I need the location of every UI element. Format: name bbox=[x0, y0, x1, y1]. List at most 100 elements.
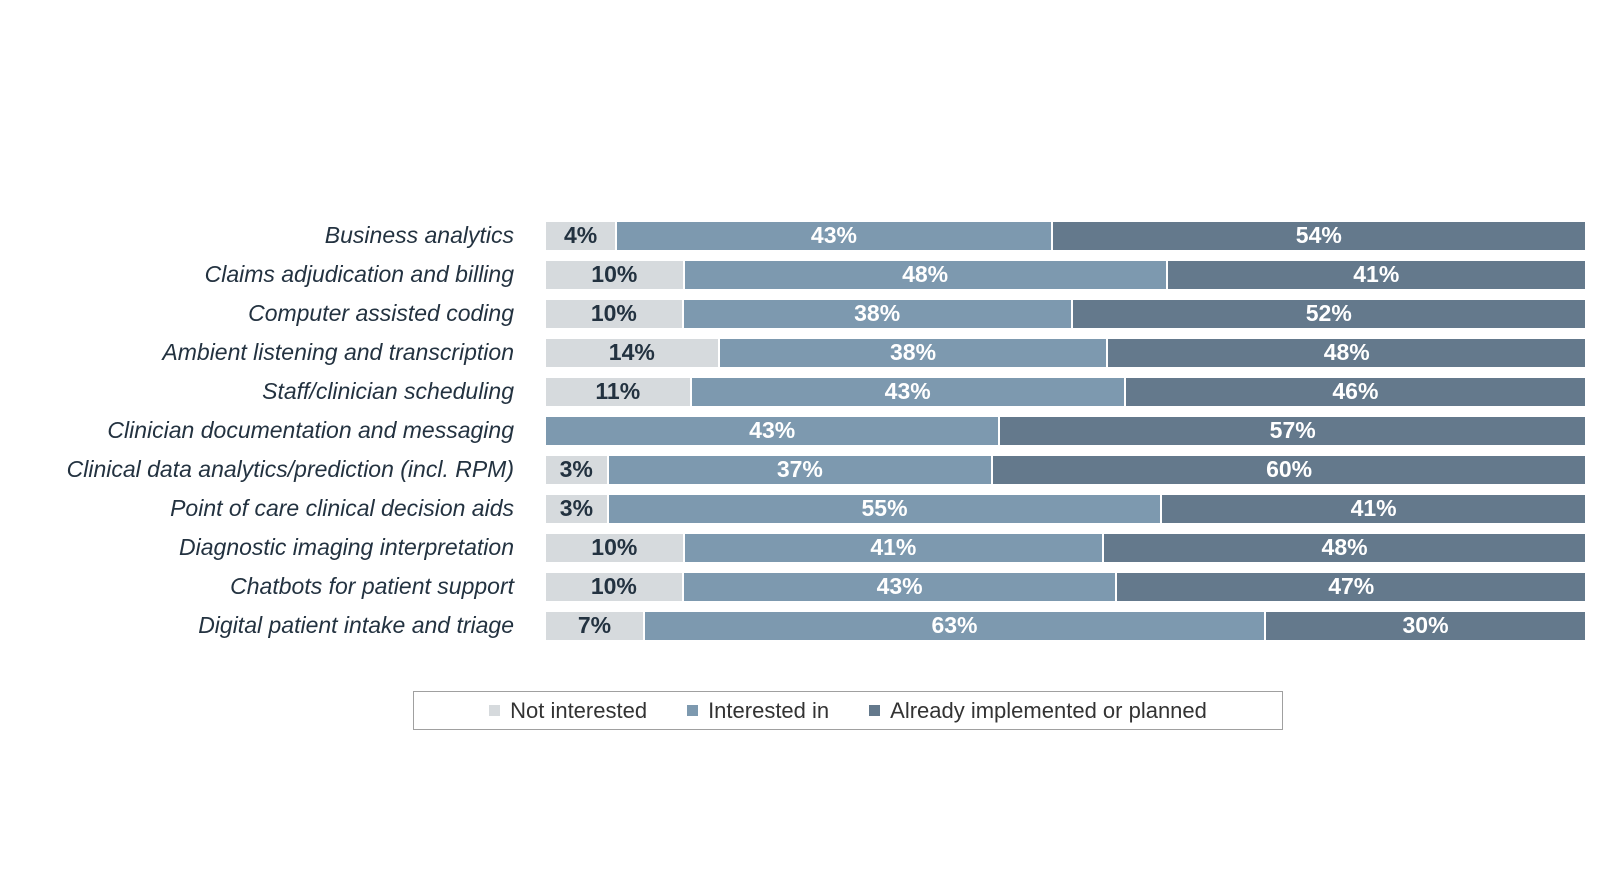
segment-value-label: 48% bbox=[902, 261, 949, 287]
segment-value-label: 43% bbox=[749, 417, 796, 443]
category-label: Diagnostic imaging interpretation bbox=[179, 534, 514, 560]
legend-label: Already implemented or planned bbox=[890, 697, 1207, 723]
chart-row: Chatbots for patient support 10% 43% 47% bbox=[0, 567, 1586, 606]
segment-value-label: 54% bbox=[1295, 222, 1342, 248]
segment-value-label: 3% bbox=[559, 495, 594, 521]
segment-value-label: 43% bbox=[884, 378, 931, 404]
segment-value-label: 46% bbox=[1332, 378, 1379, 404]
category-label: Computer assisted coding bbox=[248, 300, 514, 326]
bar-segment: 43% bbox=[691, 377, 1124, 406]
segment-value-label: 57% bbox=[1269, 417, 1316, 443]
bar-segment: 43% bbox=[546, 416, 999, 445]
bar-segment: 3% bbox=[546, 455, 607, 484]
stacked-bar: 43% 57% bbox=[546, 416, 1585, 445]
chart-row: Computer assisted coding 10% 38% 52% bbox=[0, 294, 1585, 333]
bar-segment: 11% bbox=[546, 377, 690, 406]
bar-segment: 38% bbox=[683, 299, 1071, 328]
category-label: Clinical data analytics/prediction (incl… bbox=[66, 456, 514, 482]
category-label: Chatbots for patient support bbox=[230, 573, 514, 599]
bar-segment: 10% bbox=[546, 533, 683, 562]
segment-value-label: 48% bbox=[1321, 534, 1368, 560]
segment-value-label: 30% bbox=[1402, 612, 1449, 638]
segment-value-label: 48% bbox=[1323, 339, 1370, 365]
segment-value-label: 7% bbox=[577, 612, 612, 638]
legend-label: Interested in bbox=[708, 697, 830, 723]
segment-value-label: 10% bbox=[591, 261, 638, 287]
chart-row: Point of care clinical decision aids 3% 55… bbox=[0, 489, 1585, 528]
legend-label: Not interested bbox=[510, 697, 648, 723]
stacked-bar-plot: Business analytics 4% 43% 54% Claims adjudic… bbox=[0, 216, 1586, 645]
segment-value-label: 41% bbox=[1353, 261, 1400, 287]
bar-segment: 48% bbox=[684, 260, 1166, 289]
stacked-bar: 10% 48% 41% bbox=[546, 260, 1585, 289]
category-label: Clinician documentation and messaging bbox=[107, 417, 514, 443]
category-label: Point of care clinical decision aids bbox=[170, 495, 514, 521]
stacked-bar: 7% 63% 30% bbox=[546, 611, 1585, 640]
chart-row: Digital patient intake and triage 7% 63% 30… bbox=[0, 606, 1585, 645]
segment-value-label: 55% bbox=[861, 495, 908, 521]
bar-segment: 10% bbox=[546, 299, 682, 328]
bar-segment: 63% bbox=[644, 611, 1265, 640]
legend-marker-icon bbox=[687, 705, 699, 716]
chart-row: Clinical data analytics/prediction (incl… bbox=[0, 450, 1586, 489]
stacked-bar: 3% 55% 41% bbox=[546, 494, 1585, 523]
bar-segment: 38% bbox=[719, 338, 1107, 367]
category-label: Ambient listening and transcription bbox=[162, 339, 514, 365]
bar-segment: 37% bbox=[608, 455, 992, 484]
chart-legend: Not interested Interested in Already imple… bbox=[413, 691, 1283, 730]
chart-row: Clinician documentation and messaging 43%… bbox=[0, 411, 1585, 450]
bar-segment: 3% bbox=[546, 494, 607, 523]
bar-segment: 41% bbox=[1167, 260, 1585, 289]
segment-value-label: 52% bbox=[1305, 300, 1352, 326]
chart-row: Diagnostic imaging interpretation 10% 41% 4… bbox=[0, 528, 1585, 567]
category-label: Digital patient intake and triage bbox=[198, 612, 514, 638]
category-label: Staff/clinician scheduling bbox=[262, 378, 514, 404]
bar-segment: 57% bbox=[1000, 416, 1585, 445]
bar-segment: 30% bbox=[1266, 611, 1585, 640]
segment-value-label: 43% bbox=[810, 222, 857, 248]
segment-value-label: 14% bbox=[608, 339, 655, 365]
category-label: Business analytics bbox=[324, 222, 514, 248]
bar-segment: 54% bbox=[1052, 221, 1585, 250]
legend-item: Not interested bbox=[489, 698, 647, 724]
chart-row: Staff/clinician scheduling 11% 43% 46% bbox=[0, 372, 1585, 411]
segment-value-label: 10% bbox=[590, 573, 637, 599]
segment-value-label: 11% bbox=[595, 378, 641, 404]
bar-segment: 41% bbox=[1162, 494, 1585, 523]
legend-item: Already implemented or planned bbox=[869, 698, 1207, 724]
segment-value-label: 38% bbox=[890, 339, 937, 365]
bar-segment: 55% bbox=[608, 494, 1161, 523]
category-label: Claims adjudication and billing bbox=[204, 261, 514, 287]
chart-row: Ambient listening and transcription 14% 38… bbox=[0, 333, 1586, 372]
bar-segment: 47% bbox=[1117, 572, 1586, 601]
bar-segment: 52% bbox=[1072, 299, 1585, 328]
bar-segment: 10% bbox=[546, 260, 683, 289]
chart-row: Business analytics 4% 43% 54% bbox=[0, 216, 1585, 255]
bar-segment: 48% bbox=[1108, 338, 1586, 367]
segment-value-label: 4% bbox=[564, 222, 598, 248]
stacked-bar: 14% 38% 48% bbox=[546, 338, 1586, 367]
segment-value-label: 10% bbox=[590, 300, 637, 326]
stacked-bar: 11% 43% 46% bbox=[546, 377, 1585, 406]
segment-value-label: 63% bbox=[931, 612, 978, 638]
bar-segment: 48% bbox=[1104, 533, 1585, 562]
segment-value-label: 60% bbox=[1266, 456, 1313, 482]
bar-segment: 4% bbox=[546, 221, 616, 250]
bar-segment: 46% bbox=[1125, 377, 1585, 406]
segment-value-label: 43% bbox=[876, 573, 923, 599]
segment-value-label: 38% bbox=[854, 300, 901, 326]
legend-marker-icon bbox=[869, 705, 881, 716]
segment-value-label: 10% bbox=[591, 534, 638, 560]
segment-value-label: 47% bbox=[1328, 573, 1375, 599]
chart-row: Claims adjudication and billing 10% 48% 41% bbox=[0, 255, 1585, 294]
segment-value-label: 3% bbox=[559, 456, 593, 482]
bar-segment: 41% bbox=[684, 533, 1103, 562]
stacked-bar: 10% 41% 48% bbox=[546, 533, 1585, 562]
bar-segment: 7% bbox=[546, 611, 643, 640]
bar-segment: 60% bbox=[993, 455, 1586, 484]
segment-value-label: 41% bbox=[870, 534, 917, 560]
stacked-bar: 3% 37% 60% bbox=[546, 455, 1586, 484]
stacked-bar: 10% 38% 52% bbox=[546, 299, 1585, 328]
bar-segment: 43% bbox=[617, 221, 1051, 250]
